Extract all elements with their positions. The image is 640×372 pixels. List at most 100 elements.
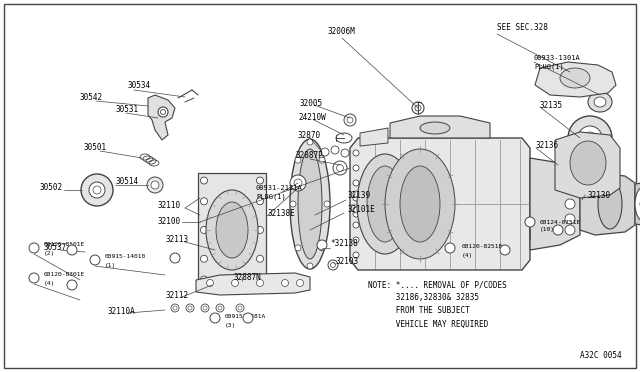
Ellipse shape	[565, 184, 575, 194]
Text: 08120-8501E: 08120-8501E	[44, 241, 85, 247]
Text: (10): (10)	[540, 228, 555, 232]
Text: 08120-8251E: 08120-8251E	[462, 244, 503, 250]
Text: PLUG(1): PLUG(1)	[534, 64, 564, 70]
Text: B: B	[448, 246, 452, 250]
Ellipse shape	[90, 255, 100, 265]
Text: 24210W: 24210W	[298, 113, 326, 122]
Ellipse shape	[400, 166, 440, 242]
Ellipse shape	[257, 227, 264, 234]
Ellipse shape	[170, 253, 180, 263]
Ellipse shape	[553, 225, 563, 235]
Text: 32139: 32139	[347, 192, 370, 201]
Ellipse shape	[29, 273, 39, 283]
Text: 32101E: 32101E	[347, 205, 375, 215]
Text: 32887P: 32887P	[296, 151, 324, 160]
Text: 30501: 30501	[84, 144, 107, 153]
Ellipse shape	[81, 174, 113, 206]
Ellipse shape	[216, 304, 224, 312]
Ellipse shape	[341, 149, 349, 157]
Text: 32005: 32005	[300, 99, 323, 108]
Ellipse shape	[353, 195, 359, 201]
Ellipse shape	[584, 132, 596, 144]
Ellipse shape	[282, 279, 289, 286]
Text: SEE SEC.328: SEE SEC.328	[497, 23, 548, 32]
Text: 08120-8301E: 08120-8301E	[44, 272, 85, 276]
Ellipse shape	[319, 245, 325, 251]
Ellipse shape	[307, 263, 313, 269]
Ellipse shape	[565, 225, 575, 235]
Ellipse shape	[200, 177, 207, 184]
Text: 30502: 30502	[40, 183, 63, 192]
Polygon shape	[148, 95, 175, 140]
Ellipse shape	[353, 237, 359, 243]
Ellipse shape	[415, 105, 421, 111]
Ellipse shape	[598, 179, 622, 229]
Text: 30542: 30542	[80, 93, 103, 103]
Ellipse shape	[206, 190, 258, 270]
Ellipse shape	[207, 279, 214, 286]
Ellipse shape	[385, 149, 455, 259]
Text: A32C 0054: A32C 0054	[580, 351, 622, 360]
Ellipse shape	[353, 191, 359, 197]
Text: B: B	[503, 247, 507, 253]
Text: 00931-2121A: 00931-2121A	[256, 185, 303, 191]
Ellipse shape	[67, 245, 77, 255]
Ellipse shape	[290, 175, 306, 191]
Ellipse shape	[412, 102, 424, 114]
Polygon shape	[555, 132, 620, 198]
Text: 08915-1381A: 08915-1381A	[225, 314, 266, 318]
Ellipse shape	[257, 255, 264, 262]
Ellipse shape	[257, 276, 264, 283]
Ellipse shape	[353, 252, 359, 258]
Text: 32100: 32100	[158, 218, 181, 227]
Ellipse shape	[307, 139, 313, 145]
Ellipse shape	[243, 313, 253, 323]
Text: 32138E: 32138E	[267, 209, 295, 218]
Text: B: B	[70, 247, 74, 253]
Text: 32006M: 32006M	[328, 28, 356, 36]
Ellipse shape	[186, 304, 194, 312]
Ellipse shape	[635, 186, 640, 222]
Ellipse shape	[578, 126, 602, 150]
Ellipse shape	[257, 177, 264, 184]
Text: 32136: 32136	[536, 141, 559, 150]
Ellipse shape	[328, 260, 338, 270]
Text: (4): (4)	[44, 280, 55, 285]
Polygon shape	[580, 173, 635, 235]
Ellipse shape	[565, 214, 575, 224]
Ellipse shape	[296, 279, 303, 286]
Polygon shape	[535, 62, 616, 97]
Ellipse shape	[594, 97, 606, 107]
Text: NOTE: *.... REMOVAL OF P/CODES
      32186,32830& 32835
      FROM THE SUBJECT
 : NOTE: *.... REMOVAL OF P/CODES 32186,328…	[368, 280, 507, 328]
Text: 32110: 32110	[158, 201, 181, 209]
Ellipse shape	[93, 186, 101, 194]
Ellipse shape	[344, 114, 356, 126]
Ellipse shape	[568, 116, 612, 160]
Text: B: B	[32, 276, 36, 280]
Ellipse shape	[565, 173, 575, 183]
Text: V: V	[213, 315, 217, 321]
Ellipse shape	[353, 165, 359, 171]
Ellipse shape	[257, 279, 264, 286]
Ellipse shape	[367, 166, 403, 242]
Text: 08124-0751E: 08124-0751E	[540, 219, 581, 224]
Text: 32103: 32103	[335, 257, 358, 266]
Ellipse shape	[290, 201, 296, 207]
Ellipse shape	[321, 148, 329, 156]
Text: B: B	[70, 282, 74, 288]
Ellipse shape	[445, 243, 455, 253]
Text: 30514: 30514	[115, 177, 138, 186]
Text: 30531: 30531	[115, 106, 138, 115]
Ellipse shape	[353, 222, 359, 228]
Ellipse shape	[201, 304, 209, 312]
Ellipse shape	[420, 122, 450, 134]
Ellipse shape	[525, 217, 535, 227]
Text: 32113: 32113	[165, 235, 188, 244]
Ellipse shape	[357, 154, 413, 254]
Ellipse shape	[200, 227, 207, 234]
Text: 32110A: 32110A	[108, 308, 136, 317]
Text: PLUG(1): PLUG(1)	[256, 194, 285, 200]
Text: 00933-1301A: 00933-1301A	[534, 55, 580, 61]
Polygon shape	[196, 273, 310, 295]
Ellipse shape	[295, 157, 301, 163]
